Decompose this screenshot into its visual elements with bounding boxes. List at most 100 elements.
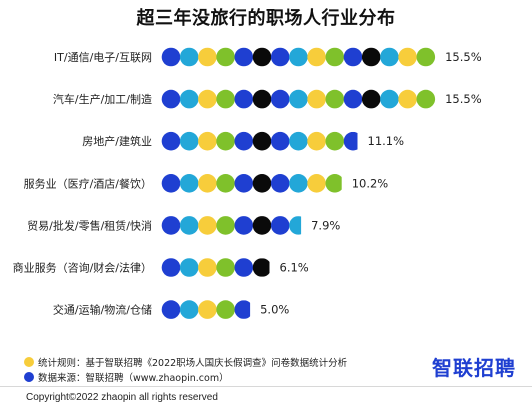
category-label: 交通/运输/物流/仓储 [53, 303, 152, 317]
value-label: 15.5% [445, 92, 482, 106]
data-dot [361, 89, 381, 109]
data-dot [307, 174, 326, 193]
data-dot [361, 47, 381, 67]
data-dot [161, 174, 181, 193]
category-label: 房地产/建筑业 [82, 134, 152, 148]
chart-row: 商业服务（咨询/财会/法律） 6.1% [13, 258, 309, 277]
data-dot [179, 89, 199, 109]
blue-dot-icon [24, 372, 34, 382]
data-dot [307, 89, 326, 109]
value-label: 5.0% [260, 303, 289, 317]
chart-row: 贸易/批发/零售/租赁/快消 7.9% [27, 216, 340, 235]
data-dot [416, 47, 436, 67]
data-dot [325, 131, 345, 151]
data-dot [179, 300, 199, 319]
data-dot [325, 89, 345, 109]
footer-divider [0, 386, 532, 387]
data-dot [179, 216, 199, 235]
data-dot [216, 258, 235, 277]
chart-row: 汽车/生产/加工/制造 15.5% [53, 89, 482, 109]
category-label: 服务业（医疗/酒店/餐饮） [24, 176, 152, 190]
data-dot [234, 174, 254, 193]
data-dot [198, 216, 217, 235]
data-dot [307, 47, 326, 67]
data-dot [234, 131, 254, 151]
source-note-text: 数据来源：智联招聘（www.zhaopin.com） [38, 373, 229, 384]
brand-logo: 智联招聘 [432, 356, 516, 380]
category-label: 贸易/批发/零售/租赁/快消 [27, 218, 152, 232]
data-dot [179, 258, 199, 277]
partial-data-dot [289, 216, 302, 235]
value-label: 10.2% [352, 176, 389, 190]
value-label: 11.1% [368, 134, 405, 148]
data-dot [325, 47, 345, 67]
partial-data-dot [252, 258, 270, 277]
data-dot [234, 258, 254, 277]
data-dot [343, 47, 363, 67]
data-dot [270, 47, 290, 67]
copyright-text: Copyright©2022 zhaopin all rights reserv… [26, 392, 218, 403]
data-dot [198, 258, 217, 277]
partial-data-dot [234, 300, 251, 319]
data-dot [289, 131, 308, 151]
data-dot [252, 216, 272, 235]
data-dot [270, 216, 290, 235]
data-dot [198, 131, 217, 151]
page-title: 超三年没旅行的职场人行业分布 [136, 8, 396, 29]
category-label: IT/通信/电子/互联网 [54, 51, 152, 64]
data-dot [289, 174, 308, 193]
data-dot [252, 131, 272, 151]
data-dot [416, 89, 436, 109]
data-dot [216, 89, 235, 109]
data-dot [252, 89, 272, 109]
category-label: 商业服务（咨询/财会/法律） [13, 261, 152, 275]
data-dot [161, 300, 181, 319]
data-dot [161, 131, 181, 151]
data-dot [343, 89, 363, 109]
data-dot [216, 216, 235, 235]
data-dot [252, 47, 272, 67]
data-dot [216, 131, 235, 151]
data-dot [270, 89, 290, 109]
value-label: 15.5% [445, 50, 482, 64]
data-dot [270, 174, 290, 193]
partial-data-dot [325, 174, 342, 193]
value-label: 6.1% [280, 261, 309, 275]
data-dot [216, 300, 235, 319]
data-dot [179, 131, 199, 151]
chart-row: 交通/运输/物流/仓储 5.0% [53, 300, 289, 319]
data-dot [216, 174, 235, 193]
dot-bar-chart: IT/通信/电子/互联网 15.5% 汽车/生产/加工/制造 15.5% 房地产/建筑业… [13, 47, 482, 319]
data-dot [161, 89, 181, 109]
data-dot [198, 174, 217, 193]
data-dot [161, 216, 181, 235]
yellow-dot-icon [24, 357, 34, 367]
data-dot [270, 131, 290, 151]
data-dot [179, 47, 199, 67]
data-dot [198, 47, 217, 67]
method-note: 统计规则：基于智联招聘《2022职场人国庆长假调查》问卷数据统计分析 [24, 355, 347, 369]
chart-row: 房地产/建筑业 11.1% [82, 131, 405, 151]
data-dot [380, 47, 399, 67]
chart-row: IT/通信/电子/互联网 15.5% [54, 47, 482, 67]
data-dot [380, 89, 399, 109]
data-dot [234, 47, 254, 67]
method-note-text: 统计规则：基于智联招聘《2022职场人国庆长假调查》问卷数据统计分析 [38, 358, 348, 369]
data-dot [289, 47, 308, 67]
data-dot [179, 174, 199, 193]
data-dot [216, 47, 235, 67]
chart-row: 服务业（医疗/酒店/餐饮） 10.2% [24, 174, 389, 193]
data-dot [198, 300, 217, 319]
data-dot [234, 216, 254, 235]
category-label: 汽车/生产/加工/制造 [53, 92, 152, 106]
data-dot [307, 131, 326, 151]
data-dot [398, 89, 417, 109]
data-dot [234, 89, 254, 109]
data-dot [198, 89, 217, 109]
partial-data-dot [343, 131, 358, 151]
value-label: 7.9% [311, 218, 340, 232]
data-dot [252, 174, 272, 193]
data-dot [289, 89, 308, 109]
data-dot [398, 47, 417, 67]
data-dot [161, 258, 181, 277]
